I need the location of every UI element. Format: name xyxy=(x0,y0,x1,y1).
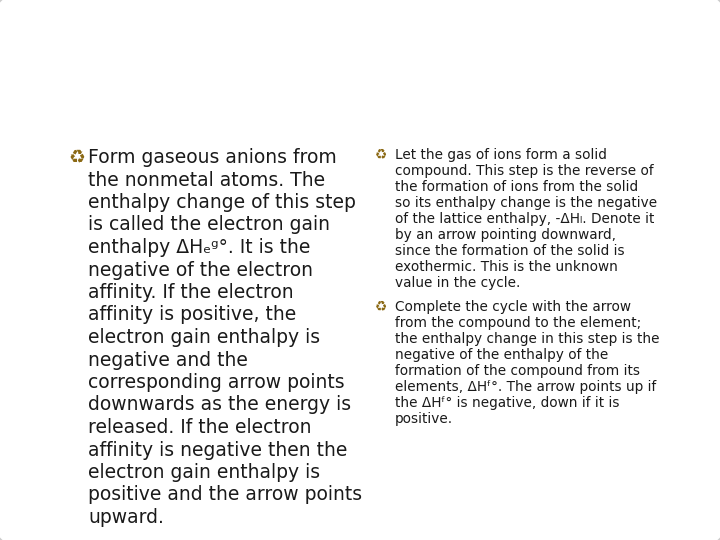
Text: value in the cycle.: value in the cycle. xyxy=(395,276,521,290)
Text: so its enthalpy change is the negative: so its enthalpy change is the negative xyxy=(395,196,657,210)
Text: from the compound to the element;: from the compound to the element; xyxy=(395,316,642,330)
Text: elements, ΔHᶠ°. The arrow points up if: elements, ΔHᶠ°. The arrow points up if xyxy=(395,380,656,394)
Text: the formation of ions from the solid: the formation of ions from the solid xyxy=(395,180,638,194)
Text: downwards as the energy is: downwards as the energy is xyxy=(88,395,351,415)
Text: exothermic. This is the unknown: exothermic. This is the unknown xyxy=(395,260,618,274)
Text: affinity is positive, the: affinity is positive, the xyxy=(88,306,296,325)
Text: corresponding arrow points: corresponding arrow points xyxy=(88,373,345,392)
Text: ♻: ♻ xyxy=(68,148,85,167)
Text: negative of the enthalpy of the: negative of the enthalpy of the xyxy=(395,348,608,362)
Text: enthalpy ΔHₑᵍ°. It is the: enthalpy ΔHₑᵍ°. It is the xyxy=(88,238,310,257)
Text: electron gain enthalpy is: electron gain enthalpy is xyxy=(88,463,320,482)
Text: upward.: upward. xyxy=(88,508,164,527)
Text: Form gaseous anions from: Form gaseous anions from xyxy=(88,148,337,167)
Text: is called the electron gain: is called the electron gain xyxy=(88,215,330,234)
Text: released. If the electron: released. If the electron xyxy=(88,418,312,437)
Text: affinity. If the electron: affinity. If the electron xyxy=(88,283,294,302)
Text: positive and the arrow points: positive and the arrow points xyxy=(88,485,362,504)
Text: Complete the cycle with the arrow: Complete the cycle with the arrow xyxy=(395,300,631,314)
Text: compound. This step is the reverse of: compound. This step is the reverse of xyxy=(395,164,654,178)
Text: since the formation of the solid is: since the formation of the solid is xyxy=(395,244,625,258)
Text: negative of the electron: negative of the electron xyxy=(88,260,313,280)
Text: negative and the: negative and the xyxy=(88,350,248,369)
Text: Let the gas of ions form a solid: Let the gas of ions form a solid xyxy=(395,148,607,162)
Text: affinity is negative then the: affinity is negative then the xyxy=(88,441,347,460)
Text: electron gain enthalpy is: electron gain enthalpy is xyxy=(88,328,320,347)
Text: the ΔHᶠ° is negative, down if it is: the ΔHᶠ° is negative, down if it is xyxy=(395,396,619,410)
Text: positive.: positive. xyxy=(395,412,453,426)
Text: formation of the compound from its: formation of the compound from its xyxy=(395,364,640,378)
Text: enthalpy change of this step: enthalpy change of this step xyxy=(88,193,356,212)
Text: ♻: ♻ xyxy=(375,300,387,314)
Text: of the lattice enthalpy, -ΔHₗ. Denote it: of the lattice enthalpy, -ΔHₗ. Denote it xyxy=(395,212,654,226)
Text: the nonmetal atoms. The: the nonmetal atoms. The xyxy=(88,171,325,190)
Text: ♻: ♻ xyxy=(375,148,387,162)
Text: the enthalpy change in this step is the: the enthalpy change in this step is the xyxy=(395,332,660,346)
Text: by an arrow pointing downward,: by an arrow pointing downward, xyxy=(395,228,616,242)
